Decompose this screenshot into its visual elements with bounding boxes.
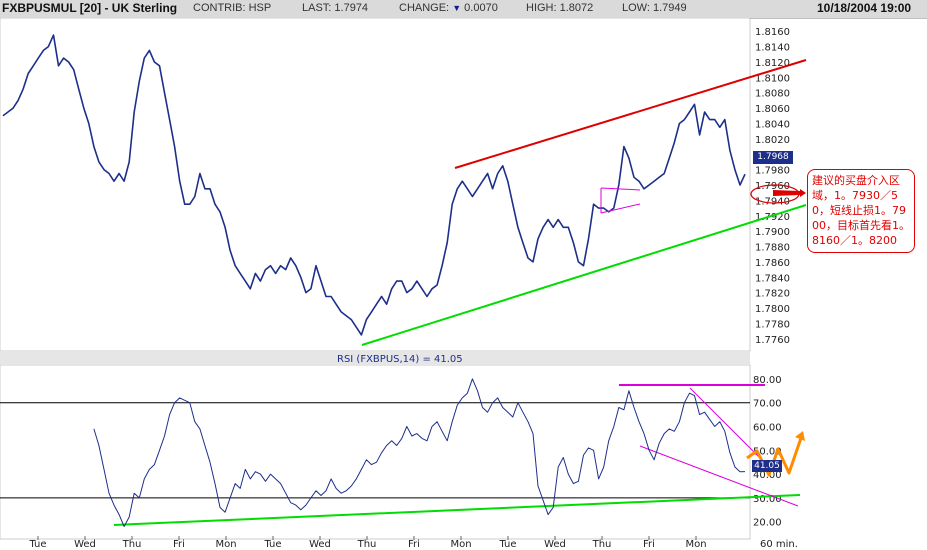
time-tick-label: Tue <box>28 539 46 550</box>
contrib-label: CONTRIB: HSP <box>193 2 272 14</box>
projection-arrowhead <box>795 431 805 441</box>
time-tick-label: Fri <box>408 539 420 550</box>
change-label: CHANGE: ▼ 0.0070 <box>399 2 498 14</box>
price-tick-label: 1.8080 <box>755 89 790 100</box>
price-tick-label: 1.7840 <box>755 273 790 284</box>
time-axis: Tue Wed Thu Fri Mon Tue Wed Thu Fri Mon Tue Wed Thu F… <box>28 536 798 550</box>
rsi-tick-label: 70.00 <box>753 399 782 410</box>
symbol-title: FXBPUSMUL [20] - UK Sterling <box>2 1 178 15</box>
price-tick-label: 1.7960 <box>755 181 790 192</box>
time-tick-label: Tue <box>498 539 516 550</box>
time-tick-label: Tue <box>263 539 281 550</box>
price-panel: 1.8160 1.8140 1.8120 1.8100 1.8080 1.8060 1.80… <box>0 18 807 352</box>
price-tick-label: 1.7900 <box>755 227 790 238</box>
price-tick-label: 1.7820 <box>755 289 790 300</box>
rsi-panel: RSI (FXBPUS,14) = 41.05 80.00 70.00 60.00 5… <box>0 351 805 540</box>
price-tick-label: 1.7800 <box>755 304 790 315</box>
triangle-pattern <box>600 187 641 214</box>
time-tick-label: Fri <box>173 539 185 550</box>
price-plot-area <box>0 18 751 352</box>
price-tick-label: 1.7980 <box>755 166 790 177</box>
price-tick-label: 1.8120 <box>755 58 790 69</box>
price-tick-label: 1.8040 <box>755 119 790 130</box>
rsi-tick-label: 40.00 <box>753 470 782 481</box>
price-tick-label: 1.8100 <box>755 73 790 84</box>
time-tick-label: Thu <box>592 539 612 550</box>
price-series-line <box>2 34 746 336</box>
buy-zone-marker <box>750 184 800 204</box>
chart-header: FXBPUSMUL [20] - UK Sterling CONTRIB: HS… <box>0 0 927 19</box>
price-tick-label: 1.8140 <box>755 43 790 54</box>
price-tick-label: 1.8160 <box>755 27 790 38</box>
rsi-title-bar <box>0 351 750 365</box>
time-tick-label: Wed <box>74 539 96 550</box>
rsi-channel-lower <box>639 445 799 507</box>
time-tick-label: Mon <box>685 539 706 550</box>
time-tick-label: Thu <box>122 539 142 550</box>
rsi-tick-label: 20.00 <box>753 518 782 529</box>
down-arrow-icon: ▼ <box>452 3 462 13</box>
price-tick-label: 1.7920 <box>755 212 790 223</box>
resistance-trendline <box>454 59 807 169</box>
high-label: HIGH: 1.8072 <box>526 2 594 14</box>
price-axis: 1.8160 1.8140 1.8120 1.8100 1.8080 1.8060 1.80… <box>755 27 790 346</box>
rsi-tick-label: 80.00 <box>753 375 782 386</box>
price-tick-label: 1.7760 <box>755 335 790 346</box>
time-tick-label: Fri <box>643 539 655 550</box>
time-tick-label: Wed <box>309 539 331 550</box>
support-trendline <box>361 204 807 346</box>
rsi-series-line <box>93 378 746 527</box>
price-tick-label: 1.7860 <box>755 258 790 269</box>
rsi-axis: 80.00 70.00 60.00 50.00 40.00 30.00 20.00 <box>753 375 782 529</box>
low-label: LOW: 1.7949 <box>622 2 687 14</box>
price-tick-label: 1.7780 <box>755 319 790 330</box>
rsi-title: RSI (FXBPUS,14) = 41.05 <box>337 354 463 365</box>
time-tick-label: Mon <box>450 539 471 550</box>
time-tick-label: Thu <box>357 539 377 550</box>
price-tick-label: 1.8020 <box>755 135 790 146</box>
rsi-plot-area <box>0 364 751 540</box>
last-price-label: LAST: 1.7974 <box>302 2 369 14</box>
rsi-tick-label: 60.00 <box>753 423 782 434</box>
price-tick-label: 1.7940 <box>755 196 790 207</box>
price-tick-label: 1.8060 <box>755 104 790 115</box>
rsi-support-trendline <box>113 494 801 526</box>
rsi-tick-label: 50.00 <box>753 446 782 457</box>
date-time-label: 10/18/2004 19:00 <box>817 1 912 15</box>
price-and-rsi-chart: 1.8160 1.8140 1.8120 1.8100 1.8080 1.8060 1.80… <box>0 18 807 550</box>
price-tick-label: 1.7880 <box>755 243 790 254</box>
time-tick-label: 60 min. <box>760 539 798 550</box>
last-price-marker: 1.7968 <box>753 151 793 164</box>
time-tick-label: Wed <box>544 539 566 550</box>
change-value: 0.0070 <box>464 2 498 14</box>
trade-annotation-box: 建议的买盘介入区域，1。7930／50，短线止损1。7900，目标首先看1。81… <box>807 169 915 253</box>
rsi-value-marker: 41.05 <box>752 460 782 472</box>
time-tick-label: Mon <box>215 539 236 550</box>
rsi-tick-label: 30.00 <box>753 494 782 505</box>
